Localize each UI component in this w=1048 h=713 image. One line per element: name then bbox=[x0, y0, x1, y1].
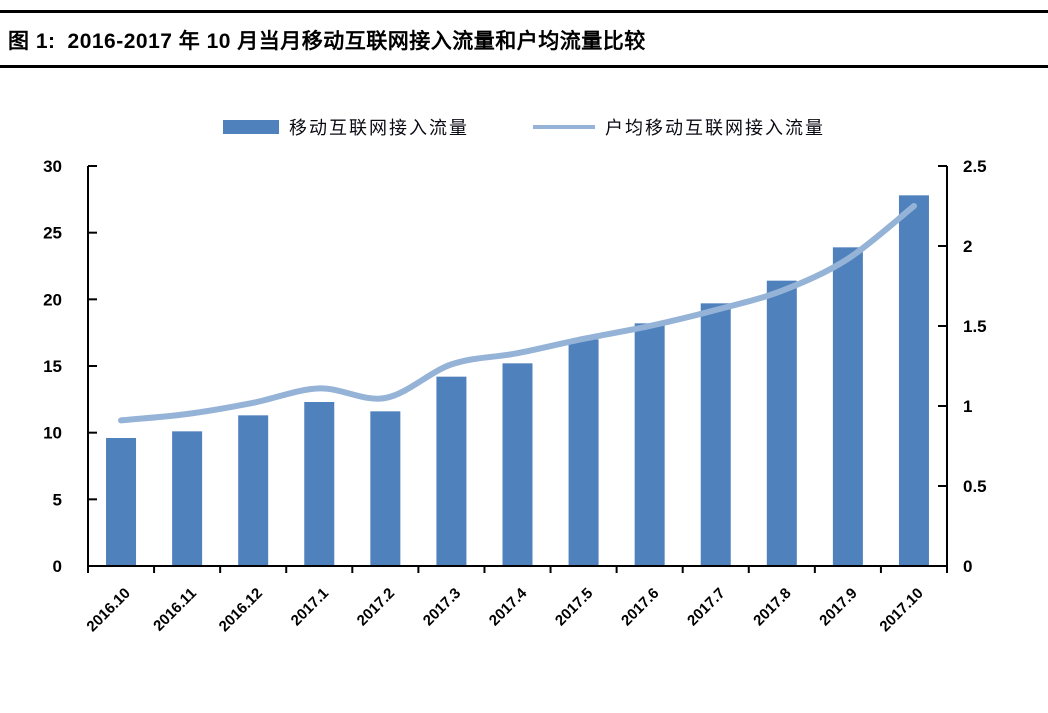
x-axis-label-2017.9: 2017.9 bbox=[816, 585, 860, 629]
bar-2017.9 bbox=[832, 247, 863, 566]
bar-series-label: 移动互联网接入流量 bbox=[289, 118, 469, 138]
right-axis-tick-label: 2 bbox=[963, 237, 972, 256]
legend-item-bar-series: 移动互联网接入流量 bbox=[223, 114, 469, 140]
x-axis-label-2017.3: 2017.3 bbox=[420, 585, 464, 629]
left-axis-tick-label: 5 bbox=[53, 490, 62, 509]
chart-area: 0 5 10 15 20 25 30 0 0.5 1 1.5 2 2.5 2016.10 2016.11 20… bbox=[0, 146, 1048, 711]
right-axis-tick-label: 0.5 bbox=[963, 477, 987, 496]
bar-2017.3 bbox=[436, 376, 467, 566]
x-axis-label-2017.2: 2017.2 bbox=[354, 585, 398, 629]
bar-2017.10 bbox=[898, 195, 929, 567]
x-axis-label-2016.12: 2016.12 bbox=[216, 585, 266, 635]
left-axis-tick-label: 15 bbox=[43, 357, 62, 376]
x-axis-label-2017.5: 2017.5 bbox=[552, 585, 596, 629]
x-axis-label-2017.4: 2017.4 bbox=[486, 584, 531, 629]
left-axis-tick-label: 10 bbox=[43, 424, 62, 443]
right-axis-tick-label: 1 bbox=[963, 397, 972, 416]
left-axis-tick-label: 25 bbox=[43, 224, 62, 243]
x-axis-label-2017.7: 2017.7 bbox=[684, 585, 728, 629]
figure-header: 图 1: 2016-2017 年 10 月当月移动互联网接入流量和户均流量比较 bbox=[0, 13, 1048, 65]
x-axis-label-2017.1: 2017.1 bbox=[288, 585, 332, 629]
line-series-label: 户均移动互联网接入流量 bbox=[605, 118, 825, 138]
bar-2017.1 bbox=[304, 402, 335, 566]
legend-item-line-series: 户均移动互联网接入流量 bbox=[533, 114, 825, 140]
chart-legend: 移动互联网接入流量 户均移动互联网接入流量 bbox=[0, 114, 1048, 140]
figure-title: 2016-2017 年 10 月当月移动互联网接入流量和户均流量比较 bbox=[67, 30, 646, 53]
right-axis-tick-label: 2.5 bbox=[963, 157, 987, 176]
bar-2017.4 bbox=[502, 363, 533, 566]
left-axis-tick-label: 30 bbox=[43, 157, 62, 176]
x-axis-label-2017.6: 2017.6 bbox=[618, 585, 662, 629]
bar-2016.12 bbox=[238, 415, 269, 566]
x-axis-label-2016.11: 2016.11 bbox=[150, 585, 200, 635]
x-axis-label-2017.8: 2017.8 bbox=[750, 585, 794, 629]
x-axis-label-2016.10: 2016.10 bbox=[83, 585, 133, 635]
bar-2017.5 bbox=[568, 339, 599, 566]
bar-2017.7 bbox=[700, 303, 731, 566]
x-axis-label-2017.10: 2017.10 bbox=[876, 585, 926, 635]
bar-2017.8 bbox=[766, 280, 797, 566]
line-series-swatch-icon bbox=[533, 125, 595, 129]
header-top-rule bbox=[0, 10, 1048, 13]
figure-label: 图 1: bbox=[8, 30, 56, 53]
right-axis-tick-label: 1.5 bbox=[963, 317, 987, 336]
bar-2016.11 bbox=[172, 431, 203, 566]
left-axis-tick-label: 0 bbox=[53, 557, 62, 576]
chart-plot: 0 5 10 15 20 25 30 0 0.5 1 1.5 2 2.5 2016.10 2016.11 20… bbox=[43, 157, 987, 635]
left-axis-tick-label: 20 bbox=[43, 290, 62, 309]
right-axis-tick-label: 0 bbox=[963, 557, 972, 576]
header-bottom-rule bbox=[0, 65, 1048, 68]
line-series-path bbox=[118, 203, 917, 424]
bar-2017.6 bbox=[634, 323, 665, 566]
bar-series-swatch-icon bbox=[223, 120, 279, 134]
bar-2017.2 bbox=[370, 411, 401, 566]
bar-2016.10 bbox=[106, 438, 137, 566]
